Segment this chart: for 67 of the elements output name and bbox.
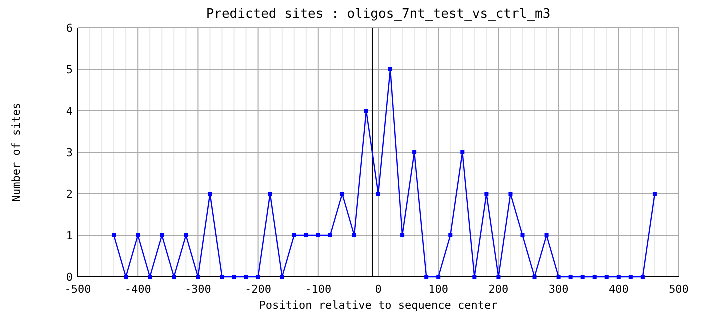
point xyxy=(532,275,537,279)
y-tick-label: 2 xyxy=(66,188,73,201)
point xyxy=(352,234,356,238)
point xyxy=(316,234,320,238)
point xyxy=(592,275,597,279)
point xyxy=(628,275,633,279)
chart-title: Predicted sites : oligos_7nt_test_vs_ctrl_m3 xyxy=(206,7,551,22)
point xyxy=(292,234,296,238)
point xyxy=(580,275,585,279)
point xyxy=(220,275,224,279)
point xyxy=(172,275,176,279)
point xyxy=(340,192,344,196)
point xyxy=(652,192,657,196)
y-tick-label: 4 xyxy=(66,105,74,118)
point xyxy=(208,192,212,196)
x-tick-label: 0 xyxy=(375,283,382,296)
x-tick-label: -200 xyxy=(245,283,272,296)
point xyxy=(484,192,489,196)
point xyxy=(148,275,152,279)
point xyxy=(184,234,188,238)
x-tick-label: -500 xyxy=(64,283,92,296)
point xyxy=(496,275,501,279)
y-tick-label: 6 xyxy=(66,22,73,35)
point xyxy=(640,275,645,279)
point xyxy=(244,275,248,279)
point xyxy=(424,275,429,279)
y-tick-label: 3 xyxy=(66,146,73,160)
y-tick-label: 0 xyxy=(66,271,73,284)
point xyxy=(280,275,284,279)
x-tick-label: 200 xyxy=(488,283,509,296)
x-axis-title: Position relative to sequence center xyxy=(259,299,498,312)
point xyxy=(328,234,332,238)
point xyxy=(568,275,573,279)
point xyxy=(160,234,164,238)
point xyxy=(304,234,308,238)
point xyxy=(448,234,453,238)
point xyxy=(544,234,549,238)
x-tick-label: 500 xyxy=(669,283,689,296)
point xyxy=(460,150,465,154)
point xyxy=(256,275,260,279)
point xyxy=(364,109,368,113)
point xyxy=(376,192,380,196)
x-tick-label: -400 xyxy=(124,283,152,296)
point xyxy=(412,150,417,154)
point xyxy=(436,275,441,279)
point xyxy=(616,275,621,279)
x-tick-label: -100 xyxy=(305,283,332,296)
point xyxy=(136,234,140,238)
point xyxy=(604,275,609,279)
y-axis-title: Number of sites xyxy=(10,102,23,202)
point xyxy=(112,234,116,238)
point xyxy=(196,275,200,279)
point xyxy=(472,275,477,279)
x-tick-label: -300 xyxy=(184,283,212,296)
x-tick-label: 300 xyxy=(548,283,569,296)
point xyxy=(556,275,561,279)
point xyxy=(232,275,236,279)
x-tick-label: 400 xyxy=(608,283,629,296)
x-tick-label: 100 xyxy=(428,283,449,296)
point xyxy=(124,275,128,279)
y-tick-label: 5 xyxy=(66,64,73,76)
point xyxy=(400,234,405,238)
point xyxy=(388,68,393,72)
point xyxy=(508,192,513,196)
point xyxy=(520,234,525,238)
point xyxy=(268,192,272,196)
y-tick-label: 1 xyxy=(66,230,73,242)
